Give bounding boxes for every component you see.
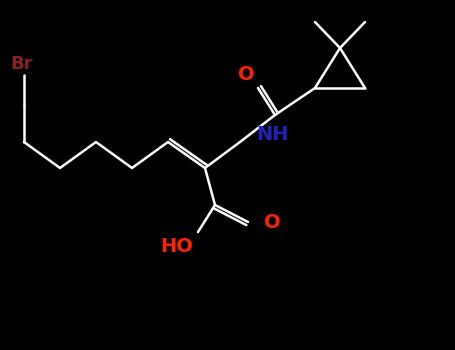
Text: O: O [238,64,254,84]
Text: O: O [264,212,280,231]
Text: NH: NH [256,125,288,144]
Text: HO: HO [161,237,193,256]
Text: Br: Br [11,55,33,73]
